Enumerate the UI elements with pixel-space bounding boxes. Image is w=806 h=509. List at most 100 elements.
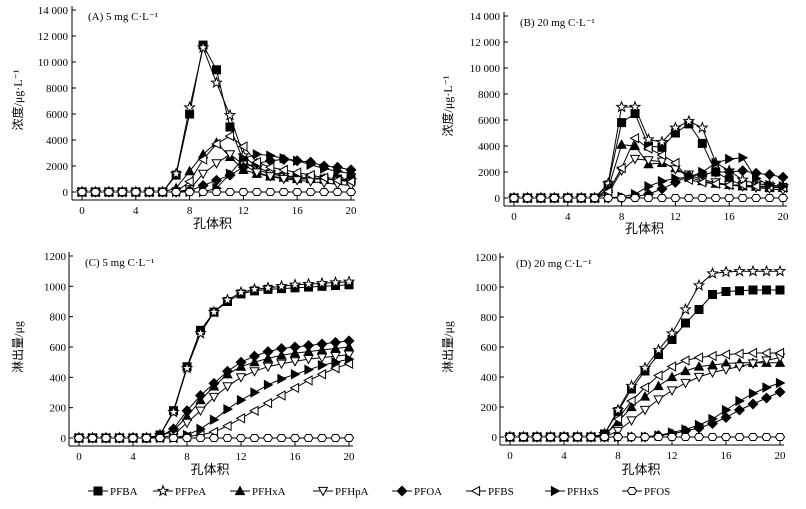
chart-panel-c: 0 200 400 600 800 1000 1200 0 4 8 12 16 20 孔体积 淋出量/μg (… — [11, 251, 356, 477]
data-point — [195, 434, 206, 442]
data-point — [764, 194, 775, 202]
data-point — [616, 162, 626, 174]
legend-marker — [156, 484, 170, 497]
data-point — [504, 433, 516, 441]
data-point — [762, 285, 771, 295]
legend-label: PFPeA — [175, 486, 206, 498]
data-point — [693, 352, 704, 363]
data-point — [747, 433, 759, 441]
data-point — [234, 285, 248, 298]
x-tick-label: 0 — [76, 451, 82, 463]
legend-marker — [93, 486, 103, 496]
data-point — [318, 172, 329, 183]
data-point — [289, 382, 300, 394]
data-point — [602, 186, 613, 197]
data-point — [222, 434, 233, 442]
x-tick-label: 4 — [565, 211, 571, 223]
data-point — [330, 362, 340, 374]
data-point — [656, 149, 667, 161]
data-point — [221, 293, 234, 306]
data-point — [545, 433, 556, 441]
data-point — [746, 264, 760, 277]
data-point — [680, 365, 691, 376]
data-point — [224, 130, 235, 142]
data-point — [250, 387, 260, 398]
data-point — [693, 372, 705, 383]
y-tick-label: 2000 — [46, 161, 69, 173]
data-point — [725, 153, 735, 165]
data-point — [734, 362, 745, 372]
data-point — [723, 166, 735, 178]
data-point — [316, 338, 328, 350]
data-point — [733, 264, 746, 277]
data-point — [169, 167, 183, 180]
data-point — [562, 194, 573, 202]
legend-marker — [626, 487, 638, 495]
chart-panel-b: 0 2000 4000 6000 8000 10 000 12 000 14 000 0 4 8 12… — [440, 11, 790, 236]
data-point — [332, 188, 343, 196]
data-point — [197, 154, 208, 165]
data-point — [737, 194, 748, 202]
data-point — [612, 433, 624, 441]
data-point — [167, 405, 180, 418]
data-point — [733, 404, 746, 416]
data-point — [184, 188, 195, 196]
data-point — [671, 173, 681, 184]
y-axis-label: 淋出量/μg — [441, 321, 455, 373]
data-point — [735, 286, 744, 296]
data-point — [103, 188, 115, 196]
legend-item-pfpea: PFPeA — [153, 484, 206, 498]
y-tick-label: 12 000 — [470, 37, 501, 49]
data-point — [264, 162, 275, 173]
x-tick-label: 0 — [79, 205, 85, 217]
data-point — [235, 373, 247, 383]
data-point — [289, 341, 301, 353]
data-point — [761, 347, 771, 359]
y-tick-label: 1000 — [44, 281, 67, 293]
data-point — [761, 356, 772, 366]
y-axis-label: 淋出量/μg — [11, 321, 25, 373]
data-point — [277, 373, 287, 385]
data-point — [735, 395, 745, 407]
data-point — [748, 388, 759, 399]
data-point — [276, 359, 287, 370]
data-point — [262, 434, 274, 442]
y-tick-label: 14 000 — [38, 5, 69, 17]
data-point — [249, 434, 260, 442]
data-point — [626, 401, 637, 412]
data-point — [181, 405, 193, 417]
data-point — [333, 165, 343, 177]
data-point — [276, 390, 286, 401]
x-tick-label: 8 — [615, 450, 621, 462]
data-point — [657, 175, 668, 187]
data-point — [180, 361, 194, 374]
data-point — [616, 194, 627, 202]
data-point — [251, 188, 263, 196]
data-point — [762, 382, 772, 393]
data-point — [248, 282, 261, 295]
data-point — [602, 194, 614, 202]
data-point — [211, 188, 222, 196]
y-tick-label: 4000 — [46, 135, 69, 147]
data-point — [670, 194, 681, 202]
data-point — [629, 140, 641, 151]
data-point — [127, 434, 139, 442]
data-point — [261, 281, 275, 294]
data-point — [708, 290, 717, 299]
data-point — [680, 355, 690, 366]
data-point — [262, 397, 273, 409]
y-tick-label: 0 — [63, 187, 69, 199]
data-point — [639, 405, 651, 416]
data-point — [747, 398, 759, 410]
data-point — [710, 178, 720, 189]
data-point — [265, 188, 276, 196]
y-tick-label: 8000 — [46, 83, 69, 95]
data-point — [615, 100, 628, 113]
data-point — [305, 169, 315, 181]
data-point — [194, 326, 207, 339]
data-point — [508, 194, 520, 202]
chart-panel-d: 0 200 400 600 800 1000 1200 0 4 8 12 16 20 孔体积 淋出量/μg (… — [441, 252, 787, 477]
data-point — [315, 276, 329, 289]
data-point — [750, 194, 762, 202]
data-point — [317, 359, 328, 371]
